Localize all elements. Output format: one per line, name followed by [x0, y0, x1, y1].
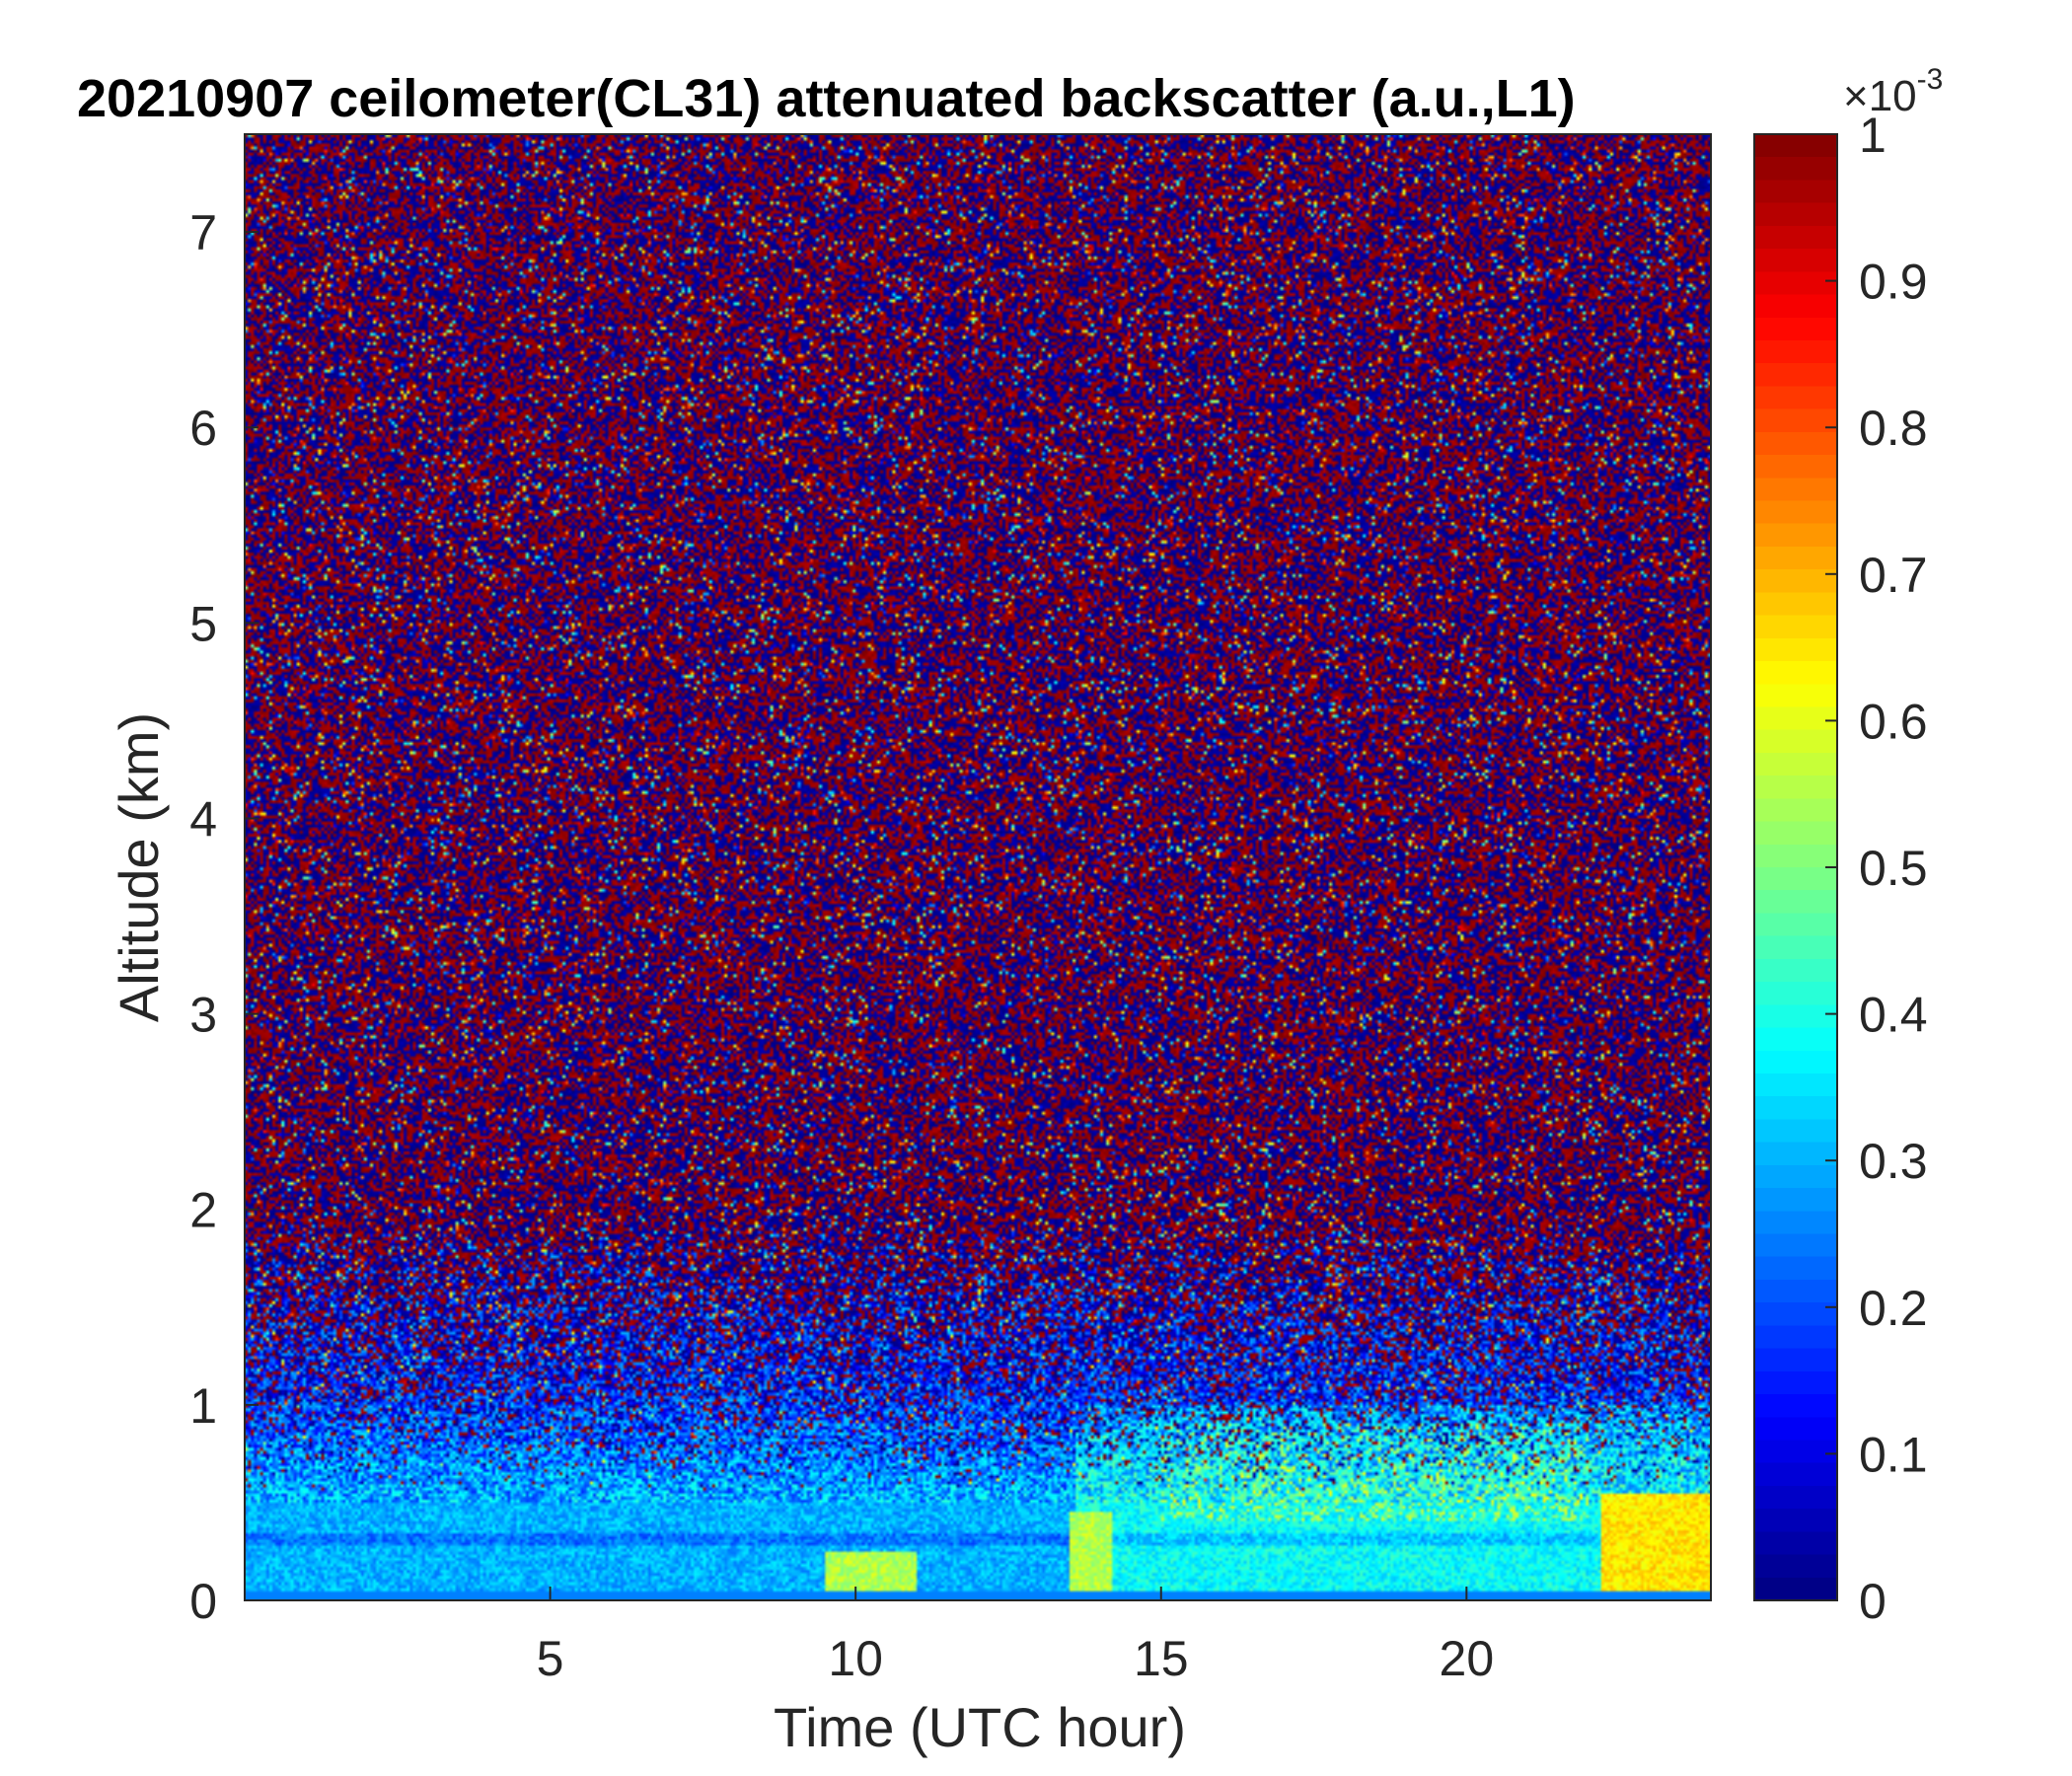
- y-tick-label: 0: [189, 1574, 217, 1629]
- colorbar-tick-label: 0.4: [1859, 988, 1928, 1043]
- y-tick-label: 2: [189, 1183, 217, 1238]
- x-tick-label: 20: [1440, 1631, 1495, 1686]
- y-tick-label: 1: [189, 1378, 217, 1434]
- colorbar-exponent: ×10-3: [1843, 63, 1943, 120]
- heatmap-image: [245, 134, 1711, 1600]
- colorbar-tick-label: 0.5: [1859, 841, 1928, 896]
- colorbar-tick-label: 0.8: [1859, 401, 1928, 456]
- y-tick-label: 3: [189, 988, 217, 1043]
- x-tick-label: 10: [828, 1631, 883, 1686]
- colorbar-exponent-base: ×10: [1843, 72, 1917, 120]
- colorbar-ticks: 0 0.1 0.2 0.3 0.4 0.5 0.6 0.7 0.8 0.9 1: [1825, 108, 1928, 1629]
- y-tick-label: 6: [189, 401, 217, 456]
- colorbar-tick-label: 0.9: [1859, 255, 1928, 310]
- y-tick-label: 7: [189, 205, 217, 260]
- colorbar-exponent-power: -3: [1917, 63, 1944, 96]
- y-tick-label: 4: [189, 791, 217, 847]
- y-axis-label: Altitude (km): [108, 712, 170, 1022]
- colorbar-tick-label: 1: [1859, 108, 1887, 163]
- plot-area: [244, 133, 1712, 1601]
- colorbar-gradient: [1754, 134, 1837, 1600]
- colorbar: 0 0.1 0.2 0.3 0.4 0.5 0.6 0.7 0.8 0.9 1 ×10-3: [1753, 63, 1943, 1629]
- x-axis-label: Time (UTC hour): [774, 1696, 1186, 1758]
- x-axis: 5 10 15 20: [537, 1587, 1494, 1686]
- colorbar-tick-label: 0.6: [1859, 694, 1928, 749]
- colorbar-tick-label: 0: [1859, 1574, 1887, 1629]
- x-tick-label: 15: [1134, 1631, 1189, 1686]
- y-tick-label: 5: [189, 596, 217, 651]
- colorbar-tick-label: 0.7: [1859, 548, 1928, 603]
- colorbar-tick-label: 0.1: [1859, 1427, 1928, 1482]
- colorbar-tick-label: 0.2: [1859, 1281, 1928, 1336]
- chart-title: 20210907 ceilometer(CL31) attenuated bac…: [77, 69, 1576, 128]
- x-tick-label: 5: [537, 1631, 564, 1686]
- y-axis: 0 1 2 3 4 5 6 7: [189, 205, 259, 1629]
- plot-frame: [244, 133, 1712, 1601]
- colorbar-tick-label: 0.3: [1859, 1134, 1928, 1189]
